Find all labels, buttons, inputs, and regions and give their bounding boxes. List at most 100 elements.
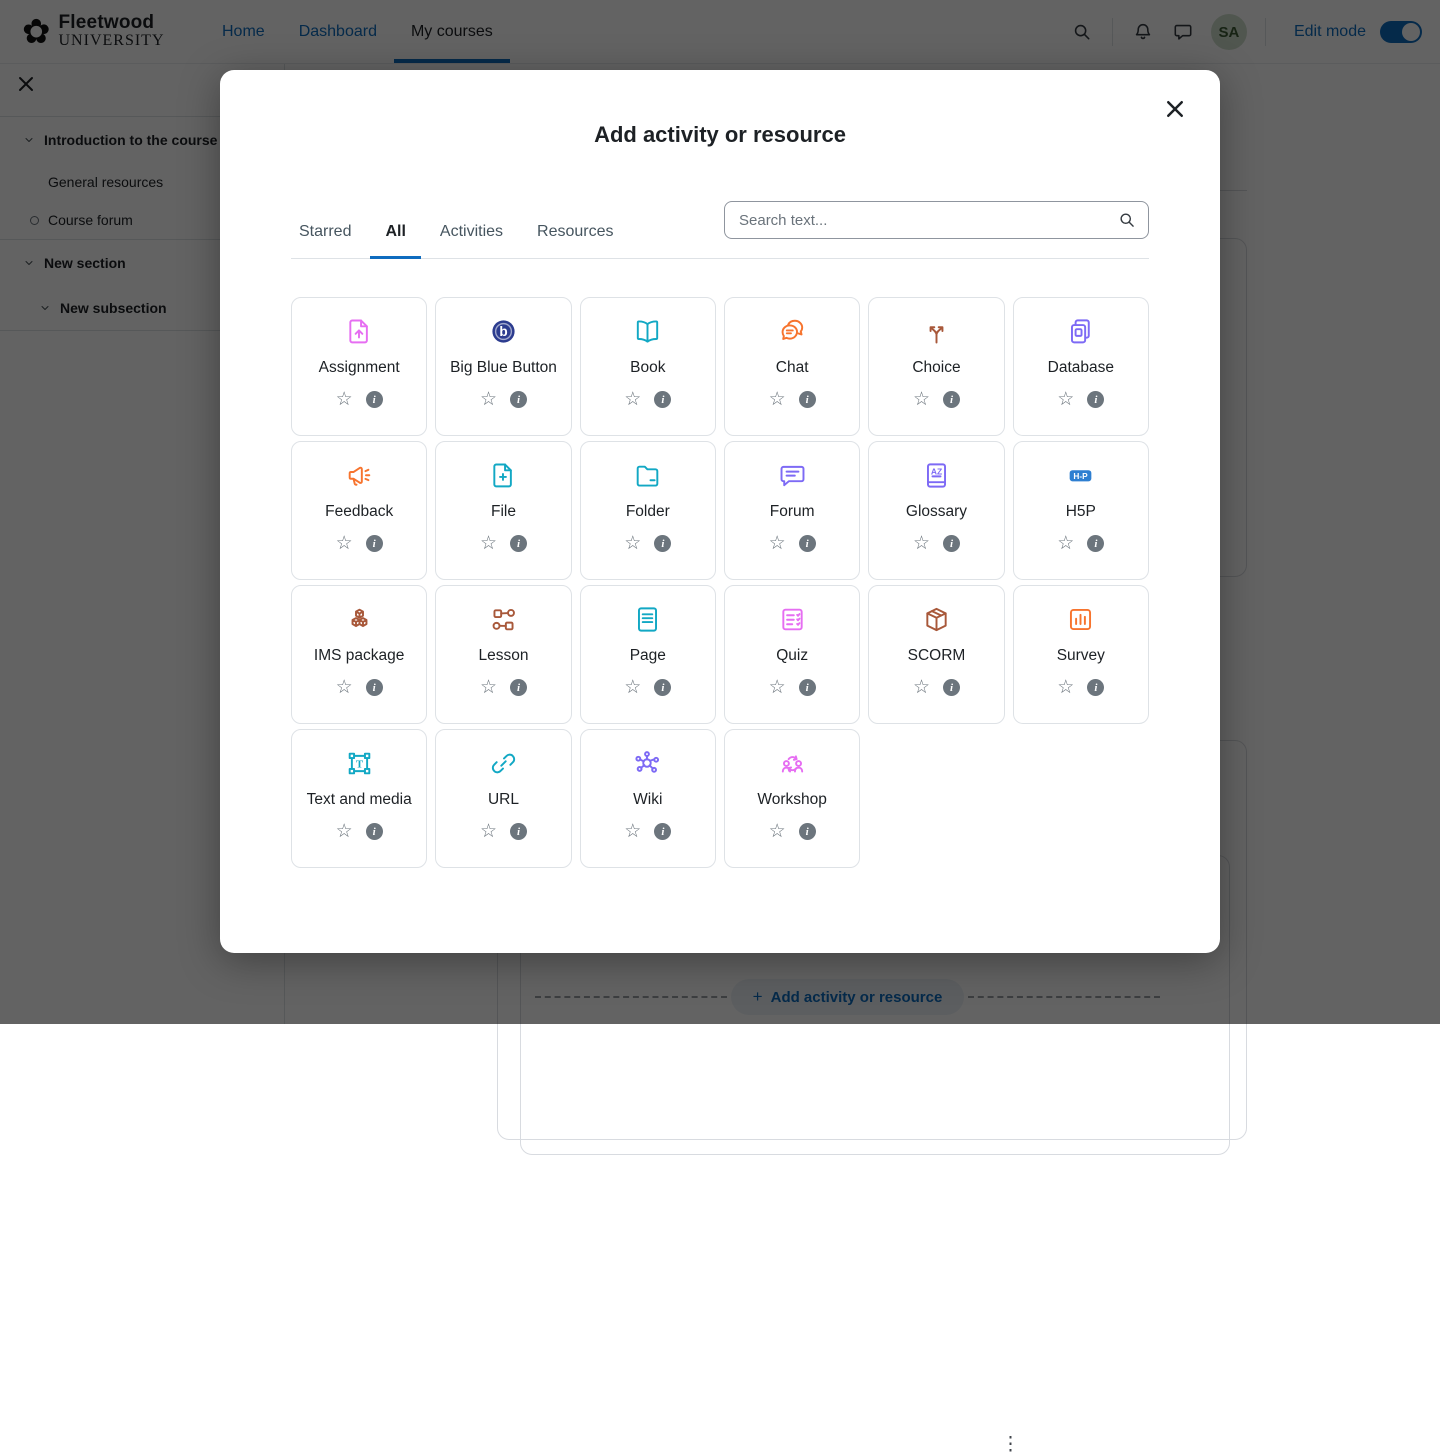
star-favourite-icon[interactable]: ☆ bbox=[624, 678, 641, 697]
activity-card-database[interactable]: Database ☆ i bbox=[1013, 297, 1149, 436]
activity-card-file[interactable]: File☆i bbox=[435, 441, 571, 580]
info-icon[interactable]: i bbox=[366, 391, 383, 408]
star-favourite-icon[interactable]: ☆ bbox=[480, 390, 497, 409]
info-icon[interactable]: i bbox=[366, 823, 383, 840]
close-modal-icon[interactable] bbox=[1162, 96, 1188, 122]
activity-card-choice[interactable]: Choice☆i bbox=[868, 297, 1004, 436]
activity-card-forum[interactable]: Forum ☆ i bbox=[724, 441, 860, 580]
activity-card-chat[interactable]: Chat☆i bbox=[724, 297, 860, 436]
activity-card-quiz[interactable]: Quiz☆i bbox=[724, 585, 860, 724]
feedback-icon bbox=[344, 459, 375, 491]
activity-card-lesson[interactable]: Lesson ☆ i bbox=[435, 585, 571, 724]
info-icon[interactable]: i bbox=[510, 535, 527, 552]
star-favourite-icon[interactable]: ☆ bbox=[769, 534, 786, 553]
activity-label: URL bbox=[488, 791, 519, 809]
tab-resources[interactable]: Resources bbox=[522, 223, 628, 258]
activity-card-text-and-media[interactable]: T Text and media ☆ i bbox=[291, 729, 427, 868]
file-icon bbox=[488, 459, 519, 491]
activity-card-h5p[interactable]: H-P H5P ☆ i bbox=[1013, 441, 1149, 580]
tab-all[interactable]: All bbox=[370, 223, 420, 259]
activity-label: Text and media bbox=[307, 791, 412, 809]
assignment-icon bbox=[344, 315, 375, 347]
activity-label: Book bbox=[630, 359, 665, 377]
info-icon[interactable]: i bbox=[1087, 391, 1104, 408]
ims-package-icon bbox=[344, 603, 375, 635]
star-favourite-icon[interactable]: ☆ bbox=[336, 390, 353, 409]
star-favourite-icon[interactable]: ☆ bbox=[480, 822, 497, 841]
info-icon[interactable]: i bbox=[799, 823, 816, 840]
info-icon[interactable]: i bbox=[943, 391, 960, 408]
modal-title: Add activity or resource bbox=[220, 122, 1220, 148]
scorm-icon bbox=[921, 603, 952, 635]
star-favourite-icon[interactable]: ☆ bbox=[1057, 534, 1074, 553]
info-icon[interactable]: i bbox=[799, 391, 816, 408]
modal-tabs-row: Starred All Activities Resources bbox=[291, 201, 1149, 259]
database-icon bbox=[1065, 315, 1096, 347]
tab-starred[interactable]: Starred bbox=[291, 223, 366, 258]
info-icon[interactable]: i bbox=[799, 679, 816, 696]
info-icon[interactable]: i bbox=[1087, 679, 1104, 696]
star-favourite-icon[interactable]: ☆ bbox=[624, 822, 641, 841]
star-favourite-icon[interactable]: ☆ bbox=[913, 390, 930, 409]
info-icon[interactable]: i bbox=[654, 391, 671, 408]
activity-label: Glossary bbox=[906, 503, 967, 521]
star-favourite-icon[interactable]: ☆ bbox=[480, 678, 497, 697]
activity-card-survey[interactable]: Survey ☆ i bbox=[1013, 585, 1149, 724]
info-icon[interactable]: i bbox=[510, 823, 527, 840]
activity-label: Lesson bbox=[479, 647, 529, 665]
star-favourite-icon[interactable]: ☆ bbox=[913, 678, 930, 697]
activity-label: Forum bbox=[770, 503, 815, 521]
workshop-icon bbox=[777, 747, 808, 779]
activity-card-ims-package[interactable]: IMS package☆i bbox=[291, 585, 427, 724]
tab-activities[interactable]: Activities bbox=[425, 223, 518, 258]
info-icon[interactable]: i bbox=[510, 391, 527, 408]
star-favourite-icon[interactable]: ☆ bbox=[624, 390, 641, 409]
activity-card-folder[interactable]: Folder☆i bbox=[580, 441, 716, 580]
section-menu-kebab-icon[interactable]: ⋮ bbox=[1001, 1435, 1020, 1454]
star-favourite-icon[interactable]: ☆ bbox=[1057, 678, 1074, 697]
activity-label: Survey bbox=[1057, 647, 1105, 665]
star-favourite-icon[interactable]: ☆ bbox=[336, 534, 353, 553]
wiki-icon bbox=[632, 747, 663, 779]
star-favourite-icon[interactable]: ☆ bbox=[1057, 390, 1074, 409]
star-favourite-icon[interactable]: ☆ bbox=[336, 822, 353, 841]
info-icon[interactable]: i bbox=[1087, 535, 1104, 552]
info-icon[interactable]: i bbox=[799, 535, 816, 552]
star-favourite-icon[interactable]: ☆ bbox=[624, 534, 641, 553]
info-icon[interactable]: i bbox=[654, 679, 671, 696]
info-icon[interactable]: i bbox=[654, 823, 671, 840]
activity-card-assignment[interactable]: Assignment☆i bbox=[291, 297, 427, 436]
activity-card-book[interactable]: Book ☆ i bbox=[580, 297, 716, 436]
star-favourite-icon[interactable]: ☆ bbox=[769, 678, 786, 697]
activity-label: H5P bbox=[1066, 503, 1096, 521]
info-icon[interactable]: i bbox=[943, 535, 960, 552]
info-icon[interactable]: i bbox=[510, 679, 527, 696]
svg-text:AZ: AZ bbox=[931, 466, 942, 476]
svg-text:H-P: H-P bbox=[1074, 471, 1089, 480]
star-favourite-icon[interactable]: ☆ bbox=[769, 390, 786, 409]
search-input[interactable] bbox=[724, 201, 1149, 239]
activity-label: Feedback bbox=[325, 503, 393, 521]
activity-card-workshop[interactable]: Workshop☆i bbox=[724, 729, 860, 868]
star-favourite-icon[interactable]: ☆ bbox=[336, 678, 353, 697]
activity-card-scorm[interactable]: SCORM ☆ i bbox=[868, 585, 1004, 724]
activity-card-wiki[interactable]: Wiki☆i bbox=[580, 729, 716, 868]
star-favourite-icon[interactable]: ☆ bbox=[480, 534, 497, 553]
info-icon[interactable]: i bbox=[366, 535, 383, 552]
h5p-icon: H-P bbox=[1065, 459, 1096, 491]
info-icon[interactable]: i bbox=[654, 535, 671, 552]
star-favourite-icon[interactable]: ☆ bbox=[769, 822, 786, 841]
star-favourite-icon[interactable]: ☆ bbox=[913, 534, 930, 553]
activity-label: SCORM bbox=[908, 647, 966, 665]
info-icon[interactable]: i bbox=[943, 679, 960, 696]
bigbluebutton-icon: b bbox=[488, 315, 519, 347]
activity-label: Database bbox=[1048, 359, 1114, 377]
activity-card-glossary[interactable]: AZ Glossary ☆ i bbox=[868, 441, 1004, 580]
info-icon[interactable]: i bbox=[366, 679, 383, 696]
activity-card-page[interactable]: Page☆i bbox=[580, 585, 716, 724]
svg-text:T: T bbox=[356, 758, 364, 770]
activity-card-feedback[interactable]: Feedback ☆ i bbox=[291, 441, 427, 580]
activity-card-url[interactable]: URL ☆ i bbox=[435, 729, 571, 868]
